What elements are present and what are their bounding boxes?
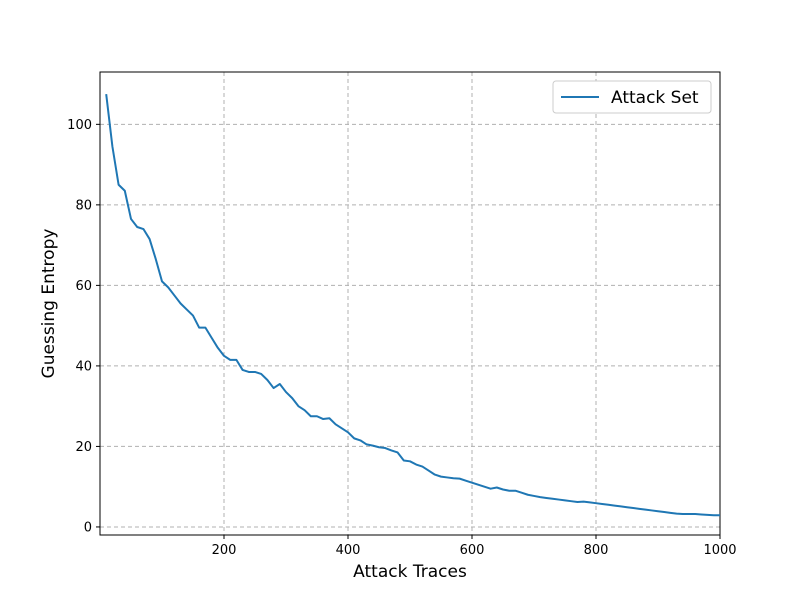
x-tick-label: 800: [584, 543, 609, 558]
plot-area: [99, 71, 721, 536]
axis-ticks: 200 400 600 800 1000 0 20 40 60 80 100: [67, 118, 736, 558]
legend-label: Attack Set: [611, 88, 699, 108]
x-tick-label: 600: [460, 543, 485, 558]
x-tick-label: 400: [336, 543, 361, 558]
legend-box: [552, 80, 712, 114]
x-axis-label: Attack Traces: [353, 562, 467, 582]
x-tick-label: 1000: [703, 543, 736, 558]
y-tick-label: 40: [75, 359, 92, 374]
x-tick-label: 200: [212, 543, 237, 558]
grid: [100, 72, 721, 535]
y-tick-label: 80: [75, 198, 92, 213]
y-axis-label: Guessing Entropy: [39, 229, 59, 379]
y-tick-label: 60: [75, 279, 92, 294]
y-tick-label: 0: [84, 520, 92, 535]
y-tick-label: 100: [67, 118, 92, 133]
y-tick-label: 20: [75, 440, 92, 455]
series-line-attack-set: [105, 94, 720, 517]
legend: Attack Set: [552, 80, 712, 114]
series-layer: [105, 94, 720, 517]
